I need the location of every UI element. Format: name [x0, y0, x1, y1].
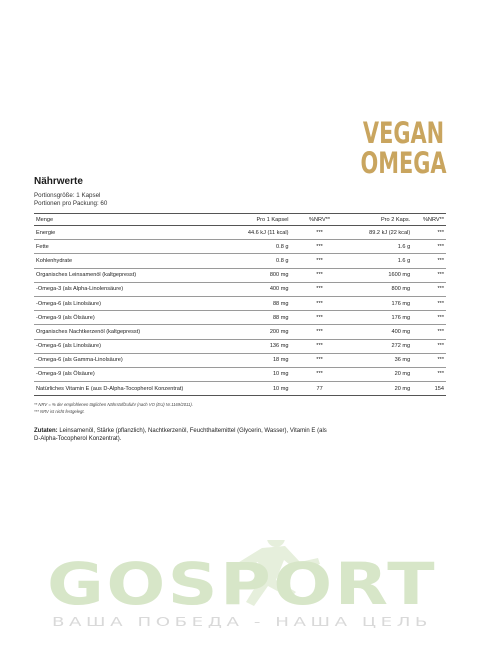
- nutrition-table: Menge Pro 1 Kapsel %NRV** Pro 2 Kaps. %N…: [34, 213, 446, 397]
- cell-nrv1: ***: [290, 367, 349, 383]
- cell-name: -Omega-3 (als Alpha-Linolensäure): [34, 282, 237, 297]
- cell-per1: 0.8 g: [236, 239, 291, 255]
- nutrition-title: Nährwerte: [34, 176, 83, 187]
- cell-per1: 88 mg: [236, 296, 291, 312]
- cell-per1: 800 mg: [236, 268, 291, 283]
- cell-nrv2: ***: [412, 225, 446, 241]
- cell-per2: 1.6 g: [348, 253, 413, 269]
- table-row: Natürliches Vitamin E (aus D-Alpha-Tocop…: [34, 381, 446, 397]
- cell-name: Fette: [34, 239, 237, 255]
- table-row: Organisches Nachtkerzenöl (kaltgepresst)…: [34, 324, 446, 340]
- serving-size: Portionsgröße: 1 Kapsel: [34, 192, 101, 199]
- cell-per2: 1600 mg: [348, 268, 413, 283]
- cell-name: -Omega-6 (als Gamma-Linolsäure): [34, 353, 237, 368]
- cell-nrv1: ***: [290, 296, 349, 312]
- header-per2: Pro 2 Kaps.: [348, 213, 413, 226]
- cell-nrv2: ***: [412, 310, 446, 326]
- cell-name: -Omega-9 (als Ölsäure): [34, 367, 237, 383]
- cell-nrv2: ***: [412, 367, 446, 383]
- gosport-watermark: GOSPORT ВАША ПОБЕДА - НАША ЦЕЛЬ: [47, 540, 437, 629]
- footnote-nrv: ** NRV = % der empfohlenen täglichen Näh…: [34, 402, 193, 407]
- cell-nrv1: 77: [290, 381, 349, 397]
- cell-per1: 44.6 kJ (11 kcal): [236, 225, 291, 241]
- cell-name: -Omega-6 (als Linolsäure): [34, 339, 237, 354]
- runner-icon: [236, 540, 320, 606]
- table-row: Energie 44.6 kJ (11 kcal) *** 89.2 kJ (22 k…: [34, 225, 446, 241]
- cell-per2: 1.6 g: [348, 239, 413, 255]
- cell-nrv1: ***: [290, 225, 349, 241]
- ingredients-label: Zutaten:: [34, 428, 58, 434]
- header-name: Menge: [34, 213, 237, 226]
- brand-line-vegan: VEGAN: [363, 116, 445, 150]
- table-row: Kohlenhydrate 0.8 g *** 1.6 g ***: [34, 253, 446, 269]
- table-row: -Omega-3 (als Alpha-Linolensäure) 400 mg *…: [34, 282, 446, 297]
- cell-per2: 20 mg: [348, 367, 413, 383]
- cell-nrv1: ***: [290, 353, 349, 368]
- cell-nrv2: ***: [412, 239, 446, 255]
- cell-per2: 89.2 kJ (22 kcal): [348, 225, 413, 241]
- table-header-row: Menge Pro 1 Kapsel %NRV** Pro 2 Kaps. %N…: [34, 213, 446, 226]
- header-nrv1: %NRV**: [290, 213, 349, 226]
- cell-per1: 10 mg: [236, 381, 291, 397]
- cell-nrv1: ***: [290, 282, 349, 297]
- cell-nrv1: ***: [290, 324, 349, 340]
- cell-per2: 800 mg: [348, 282, 413, 297]
- cell-per2: 176 mg: [348, 296, 413, 312]
- cell-nrv2: ***: [412, 253, 446, 269]
- cell-per2: 400 mg: [348, 324, 413, 340]
- cell-per1: 200 mg: [236, 324, 291, 340]
- brand-line-omega: OMEGA: [360, 146, 447, 180]
- header-per1: Pro 1 Kapsel: [236, 213, 291, 226]
- cell-nrv2: ***: [412, 353, 446, 368]
- cell-per1: 0.8 g: [236, 253, 291, 269]
- cell-nrv1: ***: [290, 268, 349, 283]
- cell-name: Organisches Leinsamenöl (kaltgepresst): [34, 268, 237, 283]
- table-row: -Omega-9 (als Ölsäure) 88 mg *** 176 mg ***: [34, 310, 446, 326]
- table-row: -Omega-6 (als Linolsäure) 88 mg *** 176 mg *…: [34, 296, 446, 312]
- watermark-logo: GOSPORT: [47, 550, 437, 618]
- cell-nrv2: ***: [412, 339, 446, 354]
- ingredients: Zutaten: Leinsamenöl, Stärke (pflanzlich…: [34, 427, 334, 443]
- cell-name: Natürliches Vitamin E (aus D-Alpha-Tocop…: [34, 381, 237, 397]
- cell-nrv1: ***: [290, 253, 349, 269]
- product-brand: VEGAN OMEGA: [361, 118, 447, 178]
- cell-name: Organisches Nachtkerzenöl (kaltgepresst): [34, 324, 237, 340]
- watermark-slogan: ВАША ПОБЕДА - НАША ЦЕЛЬ: [52, 615, 432, 629]
- cell-per1: 400 mg: [236, 282, 291, 297]
- cell-nrv2: ***: [412, 268, 446, 283]
- table-row: -Omega-9 (als Ölsäure) 10 mg *** 20 mg ***: [34, 367, 446, 383]
- cell-per2: 36 mg: [348, 353, 413, 368]
- cell-nrv1: ***: [290, 339, 349, 354]
- cell-nrv1: ***: [290, 310, 349, 326]
- cell-nrv1: ***: [290, 239, 349, 255]
- ingredients-text: Leinsamenöl, Stärke (pflanzlich), Nachtk…: [34, 428, 327, 443]
- table-row: Fette 0.8 g *** 1.6 g ***: [34, 239, 446, 255]
- cell-nrv2: 154: [412, 381, 446, 397]
- table-row: Organisches Leinsamenöl (kaltgepresst) 80…: [34, 268, 446, 283]
- footnote-not-set: *** NRV ist nicht festgelegt.: [34, 409, 85, 414]
- cell-per2: 176 mg: [348, 310, 413, 326]
- cell-per1: 136 mg: [236, 339, 291, 354]
- cell-name: Kohlenhydrate: [34, 253, 237, 269]
- header-nrv2: %NRV**: [412, 213, 446, 226]
- cell-per1: 88 mg: [236, 310, 291, 326]
- cell-nrv2: ***: [412, 324, 446, 340]
- cell-per1: 18 mg: [236, 353, 291, 368]
- table-row: -Omega-6 (als Gamma-Linolsäure) 18 mg *** 3…: [34, 353, 446, 368]
- cell-name: -Omega-9 (als Ölsäure): [34, 310, 237, 326]
- cell-per2: 272 mg: [348, 339, 413, 354]
- table-row: -Omega-6 (als Linolsäure) 136 mg *** 272 mg…: [34, 339, 446, 354]
- cell-nrv2: ***: [412, 282, 446, 297]
- cell-name: -Omega-6 (als Linolsäure): [34, 296, 237, 312]
- cell-per1: 10 mg: [236, 367, 291, 383]
- cell-nrv2: ***: [412, 296, 446, 312]
- cell-name: Energie: [34, 225, 237, 241]
- cell-per2: 20 mg: [348, 381, 413, 397]
- servings-per-pack: Portionen pro Packung: 60: [34, 200, 108, 207]
